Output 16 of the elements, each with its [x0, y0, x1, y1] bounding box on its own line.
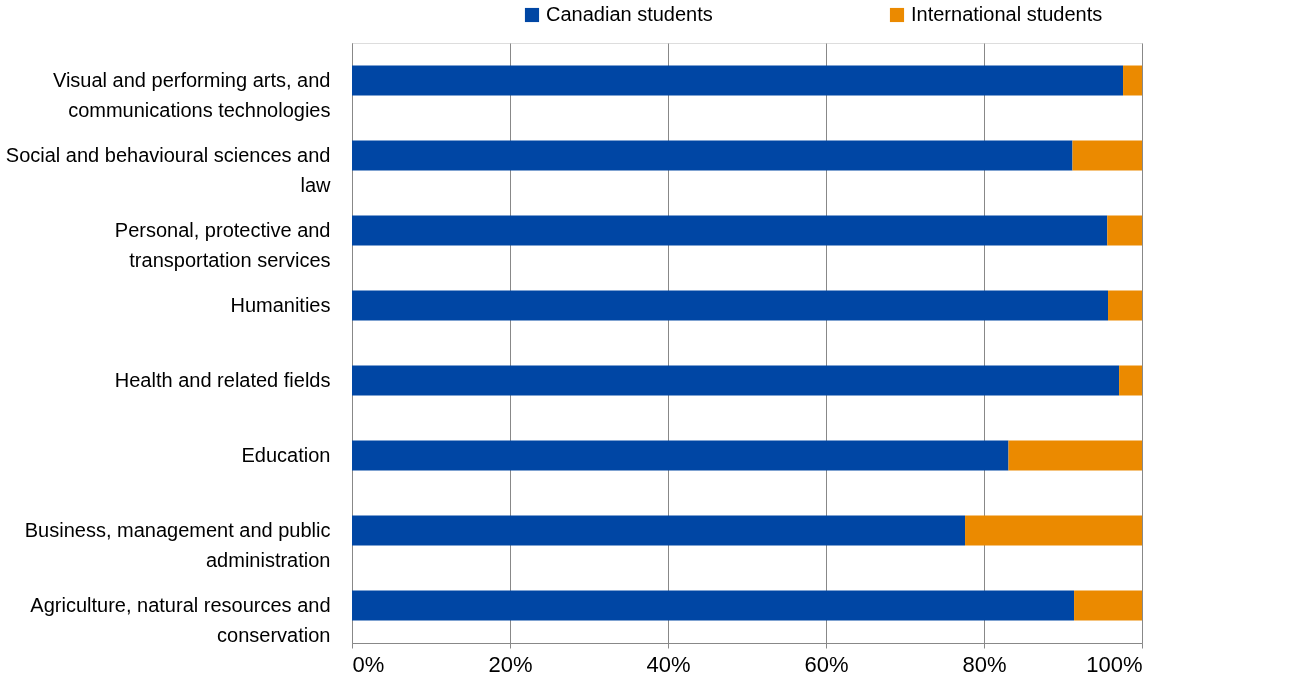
y-tick-label: Business, management and public administration [24, 518, 331, 571]
y-tick-label: Personal, protective and transportation services [114, 218, 331, 271]
legend-label: Canadian students [546, 3, 713, 25]
x-tick-label: 40% [646, 651, 691, 677]
legend-label: International students [911, 3, 1103, 25]
y-tick-label: Agriculture, natural resources and conservation [30, 593, 331, 646]
y-tick-label: Education [241, 443, 331, 466]
y-tick-label: Visual and performing arts, and communications technologies [52, 68, 331, 121]
y-tick-label: Health and related fields [114, 368, 331, 391]
x-tick-label: 60% [804, 651, 849, 677]
y-tick-label: Humanities [230, 293, 331, 316]
x-tick-label: 20% [488, 651, 533, 677]
x-tick-label: 100% [1086, 651, 1143, 677]
y-tick-label: Social and behavioural sciences and law [5, 143, 332, 196]
x-tick-label: 0% [352, 651, 385, 677]
x-tick-label: 80% [962, 651, 1007, 677]
